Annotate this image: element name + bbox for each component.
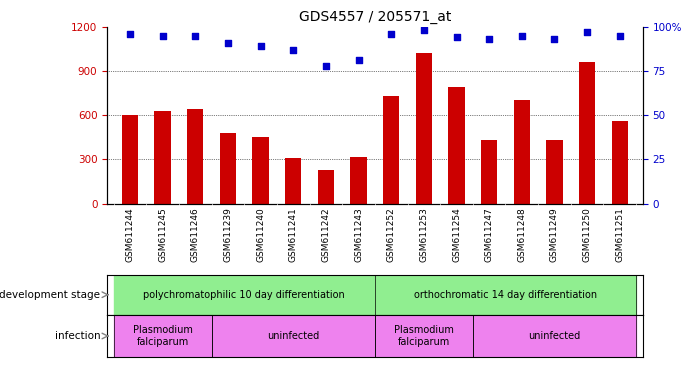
Text: GSM611240: GSM611240 bbox=[256, 207, 265, 262]
Bar bbox=[155, 111, 171, 204]
Text: GSM611246: GSM611246 bbox=[191, 207, 200, 262]
Text: GSM611253: GSM611253 bbox=[419, 207, 428, 262]
Point bbox=[157, 33, 168, 39]
Bar bbox=[220, 133, 236, 204]
Title: GDS4557 / 205571_at: GDS4557 / 205571_at bbox=[299, 10, 451, 25]
Text: GSM611244: GSM611244 bbox=[126, 207, 135, 262]
Point bbox=[190, 33, 201, 39]
Text: GSM611243: GSM611243 bbox=[354, 207, 363, 262]
Bar bbox=[473, 315, 636, 357]
Point bbox=[321, 63, 332, 69]
Bar bbox=[612, 121, 628, 204]
Text: infection: infection bbox=[55, 331, 100, 341]
Bar bbox=[285, 158, 301, 204]
Text: GSM611248: GSM611248 bbox=[518, 207, 527, 262]
Text: Plasmodium
falciparum: Plasmodium falciparum bbox=[394, 325, 454, 347]
Bar bbox=[113, 275, 375, 315]
Bar bbox=[448, 87, 464, 204]
Text: GSM611247: GSM611247 bbox=[484, 207, 493, 262]
Point bbox=[124, 31, 135, 37]
Bar bbox=[416, 53, 432, 204]
Bar bbox=[579, 62, 595, 204]
Text: GSM611245: GSM611245 bbox=[158, 207, 167, 262]
Bar bbox=[547, 140, 562, 204]
Bar bbox=[513, 101, 530, 204]
Bar bbox=[252, 137, 269, 204]
Bar bbox=[383, 96, 399, 204]
Text: uninfected: uninfected bbox=[267, 331, 319, 341]
Text: GSM611239: GSM611239 bbox=[223, 207, 232, 262]
Point bbox=[223, 40, 234, 46]
Text: GSM611251: GSM611251 bbox=[615, 207, 624, 262]
Text: polychromatophilic 10 day differentiation: polychromatophilic 10 day differentiatio… bbox=[143, 290, 345, 300]
Text: GSM611254: GSM611254 bbox=[452, 207, 461, 262]
Point bbox=[255, 43, 266, 50]
Bar bbox=[187, 109, 203, 204]
Point bbox=[353, 57, 364, 63]
Bar bbox=[481, 140, 498, 204]
Bar bbox=[113, 315, 211, 357]
Text: GSM611249: GSM611249 bbox=[550, 207, 559, 262]
Point bbox=[451, 35, 462, 41]
Bar bbox=[211, 315, 375, 357]
Bar bbox=[318, 170, 334, 204]
Point bbox=[484, 36, 495, 42]
Point bbox=[386, 31, 397, 37]
Point bbox=[614, 33, 625, 39]
Bar bbox=[350, 157, 367, 204]
Text: uninfected: uninfected bbox=[529, 331, 580, 341]
Bar bbox=[375, 275, 636, 315]
Point bbox=[287, 47, 299, 53]
Bar bbox=[122, 115, 138, 204]
Text: Plasmodium
falciparum: Plasmodium falciparum bbox=[133, 325, 193, 347]
Text: development stage: development stage bbox=[0, 290, 100, 300]
Text: GSM611250: GSM611250 bbox=[583, 207, 591, 262]
Text: GSM611242: GSM611242 bbox=[321, 207, 330, 262]
Point bbox=[549, 36, 560, 42]
Point bbox=[516, 33, 527, 39]
Bar bbox=[375, 315, 473, 357]
Point bbox=[582, 29, 593, 35]
Text: GSM611241: GSM611241 bbox=[289, 207, 298, 262]
Text: GSM611252: GSM611252 bbox=[387, 207, 396, 262]
Text: orthochromatic 14 day differentiation: orthochromatic 14 day differentiation bbox=[414, 290, 597, 300]
Point bbox=[418, 27, 429, 33]
